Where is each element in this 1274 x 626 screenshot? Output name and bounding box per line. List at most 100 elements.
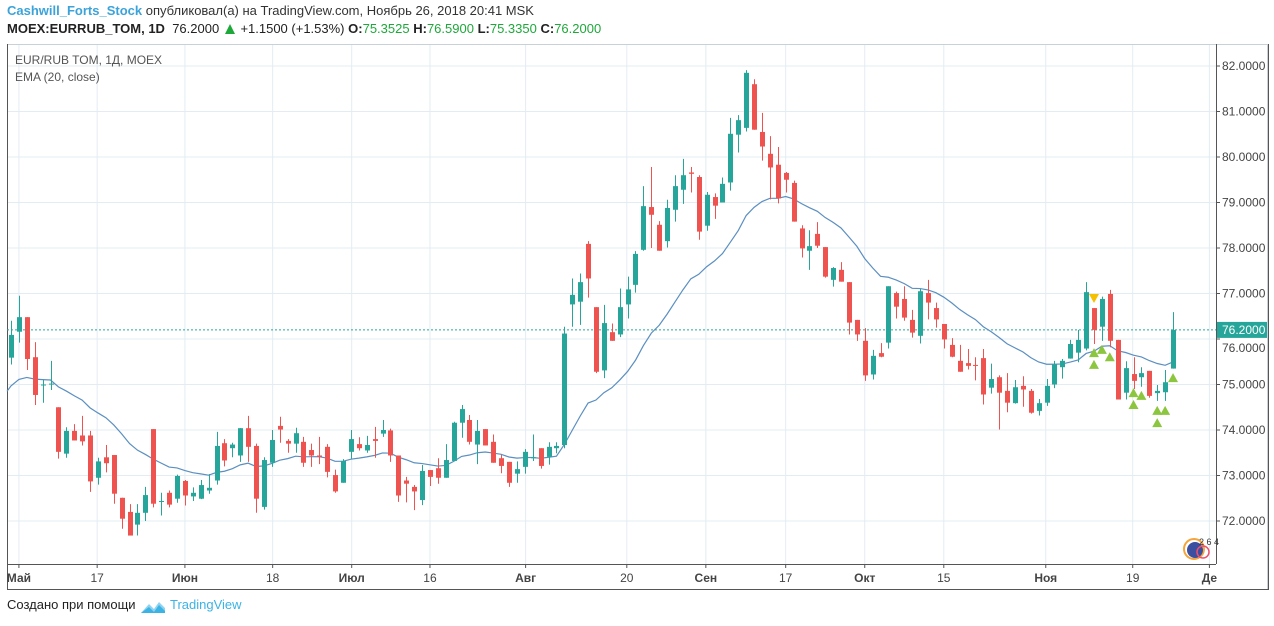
candle-up[interactable] — [1171, 329, 1176, 369]
candle-up[interactable] — [602, 323, 607, 371]
candle-up[interactable] — [626, 289, 631, 305]
tradingview-logo-icon[interactable] — [140, 599, 166, 615]
candle-up[interactable] — [665, 207, 670, 242]
candle-up[interactable] — [886, 286, 891, 343]
candle-up[interactable] — [294, 433, 299, 444]
candle-down[interactable] — [863, 340, 868, 376]
candle-down[interactable] — [1092, 308, 1097, 330]
candle-down[interactable] — [333, 475, 338, 492]
candle-up[interactable] — [143, 495, 148, 513]
candle-up[interactable] — [444, 460, 449, 478]
candle-down[interactable] — [183, 480, 188, 496]
candle-down[interactable] — [88, 435, 93, 482]
candle-up[interactable] — [720, 183, 725, 203]
candle-up[interactable] — [215, 445, 220, 481]
candle-up[interactable] — [728, 133, 733, 183]
candle-up[interactable] — [871, 355, 876, 375]
candle-down[interactable] — [855, 319, 860, 335]
candle-up[interactable] — [578, 282, 583, 302]
candle-up[interactable] — [989, 379, 994, 388]
candle-down[interactable] — [997, 377, 1002, 393]
candle-up[interactable] — [1045, 385, 1050, 403]
candle-up[interactable] — [262, 460, 267, 507]
candle-up[interactable] — [1155, 390, 1160, 394]
candle-down[interactable] — [104, 457, 109, 464]
candle-up[interactable] — [831, 268, 836, 280]
candle-down[interactable] — [760, 131, 765, 147]
candle-up[interactable] — [460, 409, 465, 423]
candle-down[interactable] — [610, 332, 615, 341]
candle-up[interactable] — [199, 485, 204, 499]
candle-down[interactable] — [981, 358, 986, 395]
candle-up[interactable] — [349, 439, 354, 452]
candle-up[interactable] — [96, 461, 101, 478]
candle-down[interactable] — [902, 298, 907, 318]
candle-up[interactable] — [1068, 344, 1073, 359]
candle-up[interactable] — [365, 445, 370, 451]
candle-up[interactable] — [207, 487, 212, 491]
candle-up[interactable] — [381, 430, 386, 434]
candle-down[interactable] — [973, 364, 978, 366]
candle-down[interactable] — [436, 468, 441, 478]
candle-up[interactable] — [633, 253, 638, 285]
candle-up[interactable] — [238, 428, 243, 456]
candle-down[interactable] — [776, 164, 781, 199]
candle-up[interactable] — [918, 291, 923, 336]
candle-down[interactable] — [412, 486, 417, 492]
candle-down[interactable] — [1147, 370, 1152, 396]
candle-down[interactable] — [278, 425, 283, 430]
candle-down[interactable] — [934, 308, 939, 320]
candle-up[interactable] — [531, 457, 536, 459]
candle-down[interactable] — [966, 363, 971, 366]
candle-down[interactable] — [33, 357, 38, 395]
candle-up[interactable] — [135, 512, 140, 525]
candle-up[interactable] — [452, 422, 457, 461]
candle-down[interactable] — [80, 435, 85, 442]
candle-up[interactable] — [736, 120, 741, 135]
candle-up[interactable] — [175, 475, 180, 499]
candle-down[interactable] — [1021, 385, 1026, 390]
candle-down[interactable] — [467, 419, 472, 442]
candle-down[interactable] — [815, 233, 820, 246]
candle-down[interactable] — [950, 344, 955, 357]
candle-down[interactable] — [167, 492, 172, 505]
candle-up[interactable] — [191, 492, 196, 497]
candle-up[interactable] — [1139, 373, 1144, 378]
candle-up[interactable] — [341, 460, 346, 483]
candle-up[interactable] — [705, 194, 710, 226]
candle-down[interactable] — [254, 445, 259, 499]
candle-down[interactable] — [689, 172, 694, 174]
candle-up[interactable] — [523, 451, 528, 467]
chart-legend-indicator[interactable]: EMA (20, close) — [15, 70, 100, 84]
candle-down[interactable] — [404, 480, 409, 484]
candle-down[interactable] — [958, 360, 963, 372]
candle-down[interactable] — [309, 450, 314, 456]
candle-up[interactable] — [1100, 298, 1105, 327]
candle-down[interactable] — [926, 293, 931, 303]
candle-down[interactable] — [428, 470, 433, 477]
candle-down[interactable] — [56, 407, 61, 452]
candle-up[interactable] — [475, 430, 480, 445]
candle-down[interactable] — [784, 172, 789, 180]
candle-down[interactable] — [151, 429, 156, 504]
candle-down[interactable] — [910, 319, 915, 333]
candle-up[interactable] — [547, 446, 552, 457]
candle-down[interactable] — [246, 428, 251, 447]
candle-up[interactable] — [420, 470, 425, 501]
candle-up[interactable] — [270, 440, 275, 463]
candle-up[interactable] — [1060, 360, 1065, 368]
candle-down[interactable] — [388, 430, 393, 456]
candle-up[interactable] — [673, 186, 678, 210]
candle-down[interactable] — [491, 441, 496, 463]
candle-down[interactable] — [25, 317, 30, 360]
candle-up[interactable] — [562, 333, 567, 446]
author-link[interactable]: Cashwill_Forts_Stock — [7, 3, 143, 18]
candle-down[interactable] — [120, 497, 125, 519]
candle-up[interactable] — [1084, 292, 1089, 349]
candle-up[interactable] — [1124, 368, 1129, 393]
candle-up[interactable] — [1052, 364, 1057, 385]
candle-down[interactable] — [1132, 374, 1137, 381]
candle-down[interactable] — [657, 224, 662, 251]
candle-down[interactable] — [72, 430, 77, 441]
candle-down[interactable] — [325, 446, 330, 472]
